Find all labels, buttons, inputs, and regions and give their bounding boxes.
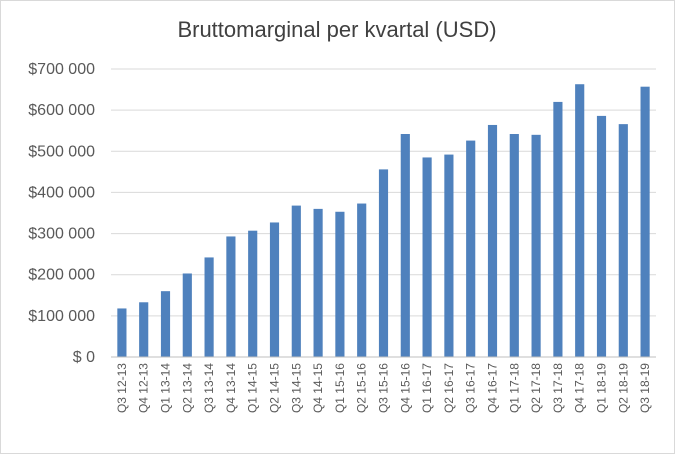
x-tick-label: Q4 17-18 <box>573 363 587 413</box>
bar <box>400 134 410 357</box>
x-tick-label: Q1 13-14 <box>159 363 173 413</box>
bar <box>335 211 345 357</box>
x-tick-label: Q3 14-15 <box>289 363 303 413</box>
bar <box>204 257 214 357</box>
x-tick-label: Q2 14-15 <box>268 363 282 413</box>
x-tick-label: Q4 15-16 <box>398 363 412 413</box>
x-tick-label: Q3 12-13 <box>115 363 129 413</box>
bar <box>269 222 280 357</box>
y-tick-label: $200 000 <box>28 267 95 284</box>
bar <box>117 308 127 357</box>
y-tick-label: $700 000 <box>28 61 95 78</box>
bar <box>640 86 650 357</box>
bar <box>291 205 301 357</box>
x-tick-label: Q3 17-18 <box>551 363 565 413</box>
y-tick-label: $ 0 <box>73 349 95 366</box>
y-tick-label: $500 000 <box>28 143 95 160</box>
x-tick-label: Q2 18-19 <box>616 363 630 413</box>
x-tick-label: Q4 12-13 <box>137 363 151 413</box>
bar <box>509 134 519 357</box>
x-axis-ticks: Q3 12-13 Q4 12-13 Q1 13-14 Q2 13-14 Q3 13-14… <box>115 363 652 413</box>
x-tick-label: Q4 14-15 <box>311 363 325 413</box>
bar <box>313 208 323 357</box>
x-tick-label: Q1 17-18 <box>507 363 521 413</box>
bar <box>422 157 432 357</box>
x-tick-label: Q3 18-19 <box>638 363 652 413</box>
bar <box>248 230 258 357</box>
bar <box>531 134 541 357</box>
bar <box>553 101 563 358</box>
bar <box>466 140 476 357</box>
x-tick-label: Q2 15-16 <box>355 363 369 413</box>
x-tick-label: Q3 13-14 <box>202 363 216 413</box>
x-tick-label: Q3 15-16 <box>377 363 391 413</box>
y-tick-label: $300 000 <box>28 226 95 243</box>
bar <box>357 203 367 357</box>
chart-title: Bruttomarginal per kvartal (USD) <box>177 17 496 42</box>
x-tick-label: Q2 16-17 <box>442 363 456 413</box>
y-axis-ticks: $ 0 $100 000 $200 000 $300 000 $400 000 $500 … <box>28 61 95 366</box>
y-tick-label: $100 000 <box>28 308 95 325</box>
y-tick-label: $400 000 <box>28 184 95 201</box>
bar <box>618 124 628 357</box>
x-tick-label: Q1 18-19 <box>595 363 609 413</box>
x-tick-label: Q2 13-14 <box>180 363 194 413</box>
bar <box>596 115 607 357</box>
bar <box>226 236 236 357</box>
bar <box>444 154 454 357</box>
bar <box>378 169 389 357</box>
bar <box>182 273 192 357</box>
y-tick-label: $600 000 <box>28 102 95 119</box>
x-tick-label: Q4 16-17 <box>486 363 500 413</box>
x-tick-label: Q1 16-17 <box>420 363 434 413</box>
x-tick-label: Q2 17-18 <box>529 363 543 413</box>
x-tick-label: Q3 16-17 <box>464 363 478 413</box>
bar <box>575 84 585 358</box>
bars <box>117 84 650 358</box>
x-tick-label: Q1 14-15 <box>246 363 260 413</box>
x-tick-label: Q4 13-14 <box>224 363 238 413</box>
bar <box>139 302 149 357</box>
bar <box>160 291 171 357</box>
x-tick-label: Q1 15-16 <box>333 363 347 413</box>
bar <box>487 124 498 357</box>
